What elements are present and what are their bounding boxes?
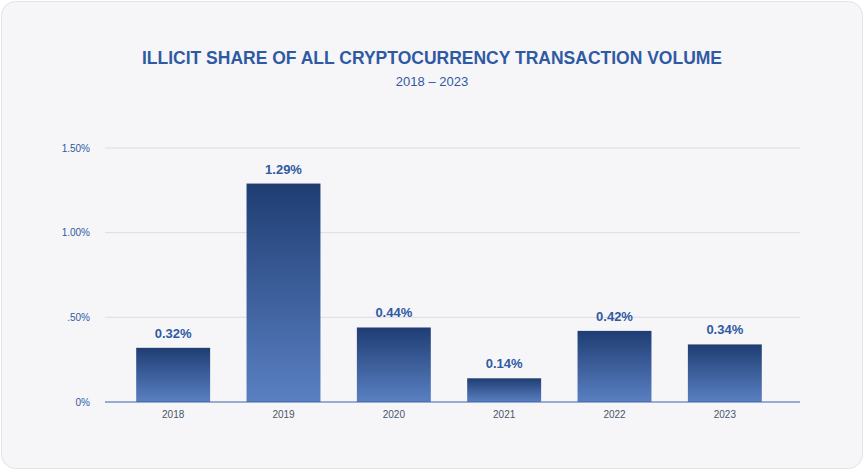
x-tick-label: 2019 — [272, 409, 295, 420]
chart-root: ILLICIT SHARE OF ALL CRYPTOCURRENCY TRAN… — [0, 0, 864, 470]
x-tick-label: 2021 — [493, 409, 516, 420]
bar — [467, 378, 541, 402]
bar — [247, 184, 321, 402]
x-axis-line — [105, 401, 800, 402]
y-tick-label: 1.00% — [62, 227, 90, 238]
x-tick-label: 2020 — [383, 409, 406, 420]
data-label: 0.32% — [155, 326, 192, 341]
y-tick-label: 0% — [76, 397, 91, 408]
x-tick-label: 2022 — [603, 409, 626, 420]
bar — [688, 344, 762, 402]
y-tick-label: .50% — [67, 312, 90, 323]
data-label: 1.29% — [265, 162, 302, 177]
subtitle: 2018 – 2023 — [396, 74, 468, 89]
data-label: 0.42% — [596, 309, 633, 324]
bar — [357, 327, 431, 402]
bars — [136, 184, 762, 402]
data-label: 0.14% — [486, 356, 523, 371]
y-tick-label: 1.50% — [62, 143, 90, 154]
grid-line — [105, 317, 800, 318]
grid-line — [105, 148, 800, 149]
data-label: 0.34% — [706, 322, 743, 337]
data-label: 0.44% — [375, 305, 412, 320]
x-tick-label: 2018 — [162, 409, 185, 420]
x-tick-label: 2023 — [714, 409, 737, 420]
bar — [578, 331, 652, 402]
title: ILLICIT SHARE OF ALL CRYPTOCURRENCY TRAN… — [142, 48, 722, 68]
grid-line — [105, 232, 800, 233]
bar — [136, 348, 210, 402]
card — [2, 2, 863, 469]
chart-svg: ILLICIT SHARE OF ALL CRYPTOCURRENCY TRAN… — [0, 0, 864, 470]
